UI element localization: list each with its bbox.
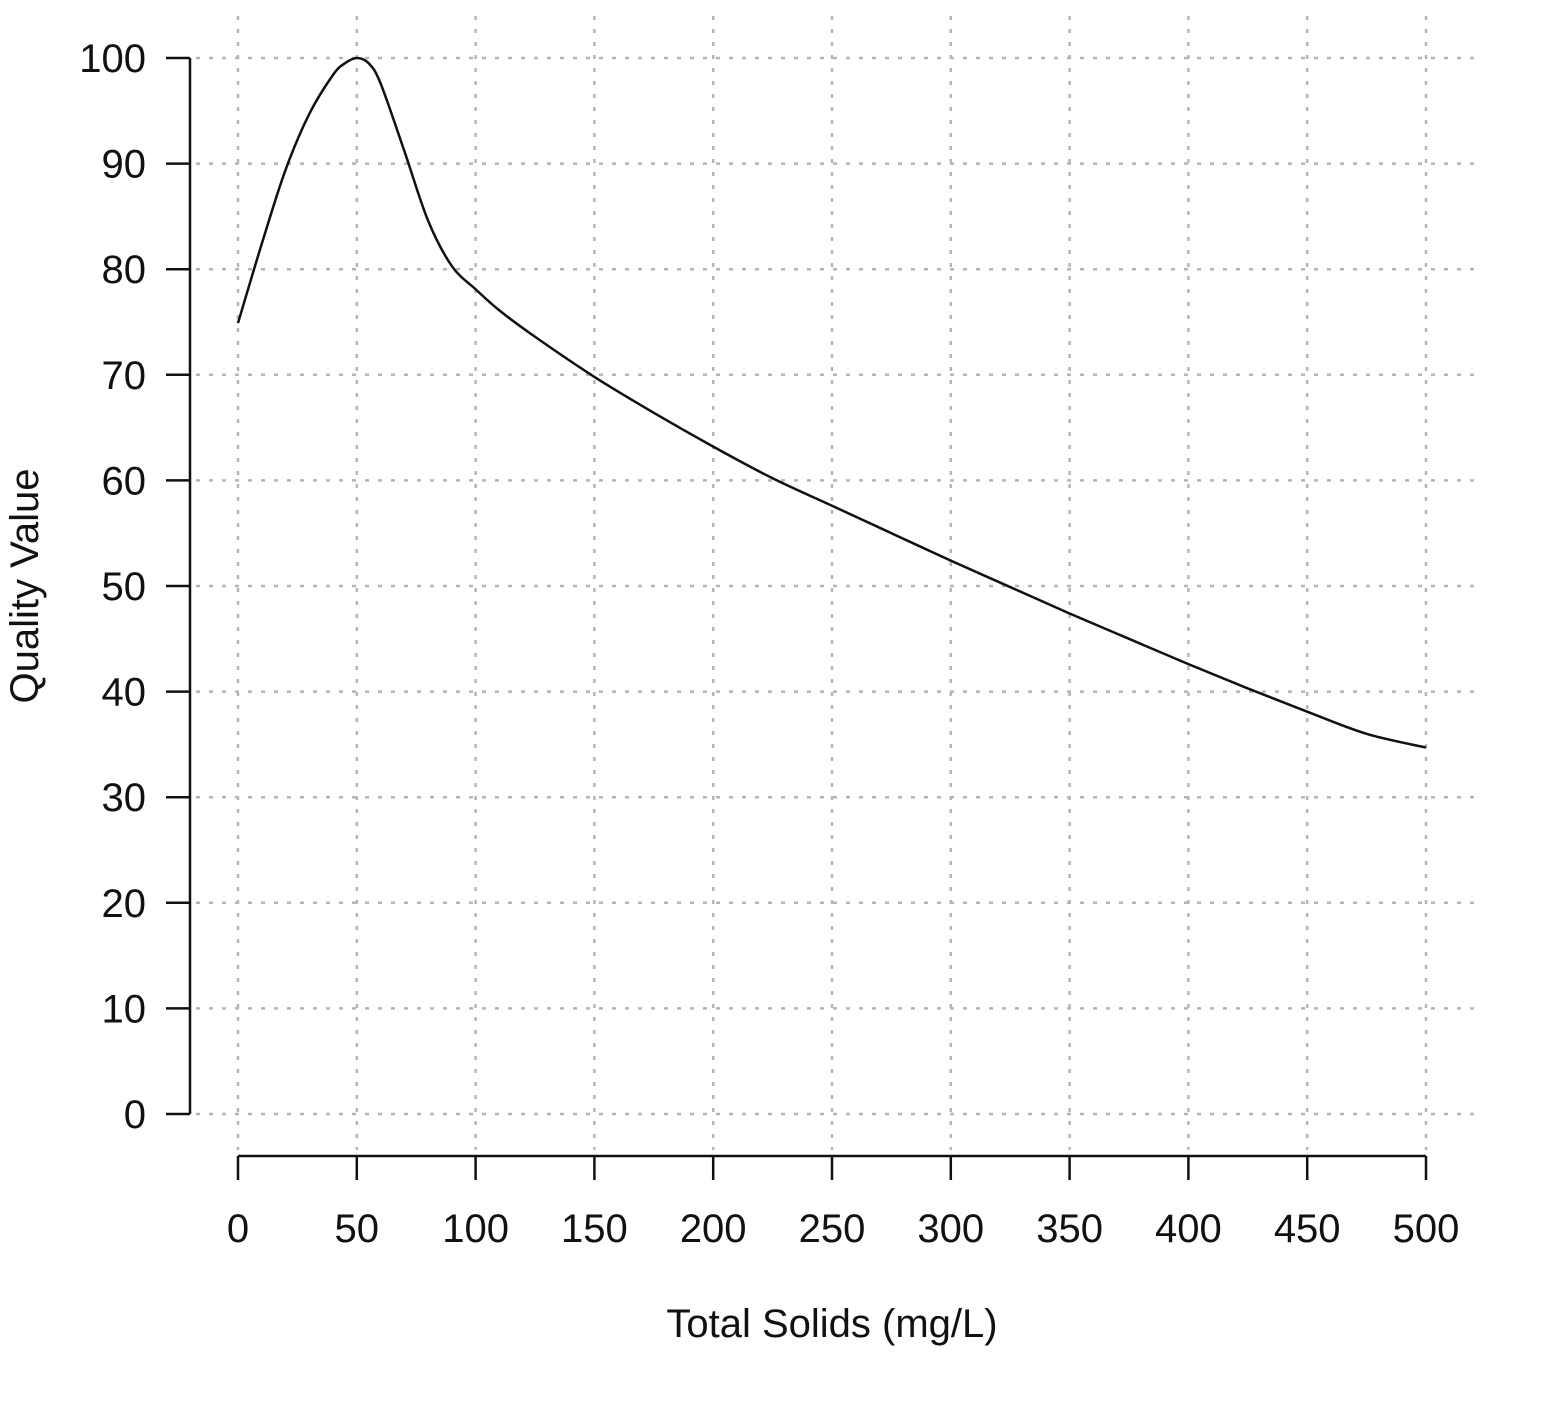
y-tick-label: 30 (102, 776, 147, 820)
x-axis-title: Total Solids (mg/L) (666, 1302, 997, 1346)
x-tick-label: 300 (917, 1207, 984, 1251)
x-tick-label: 250 (799, 1207, 866, 1251)
y-tick-label: 100 (79, 37, 146, 81)
series-layer (236, 56, 1427, 749)
y-tick-label: 40 (102, 671, 147, 715)
y-tick-label: 10 (102, 987, 147, 1031)
y-tick-label: 60 (102, 459, 147, 503)
x-tick-label: 350 (1036, 1207, 1103, 1251)
y-tick-label: 90 (102, 143, 147, 187)
x-tick-label: 200 (680, 1207, 747, 1251)
x-tick-label: 100 (442, 1207, 509, 1251)
x-tick-label: 50 (335, 1207, 380, 1251)
series-line (236, 56, 1427, 749)
y-tick-label: 70 (102, 354, 147, 398)
y-tick-label: 50 (102, 565, 147, 609)
axes: 0 10 20 30 40 50 60 70 80 90 100 0 50 100 150 200 250 300… (79, 37, 1459, 1251)
x-tick-label: 150 (561, 1207, 628, 1251)
x-tick-label: 400 (1155, 1207, 1222, 1251)
y-axis-title: Quality Value (3, 469, 47, 704)
x-tick-label: 0 (227, 1207, 249, 1251)
grid-lines (196, 16, 1474, 1150)
y-tick-label: 80 (102, 248, 147, 292)
x-tick-label: 500 (1393, 1207, 1460, 1251)
y-tick-label: 0 (124, 1093, 146, 1137)
y-tick-label: 20 (102, 882, 147, 926)
x-tick-label: 450 (1274, 1207, 1341, 1251)
